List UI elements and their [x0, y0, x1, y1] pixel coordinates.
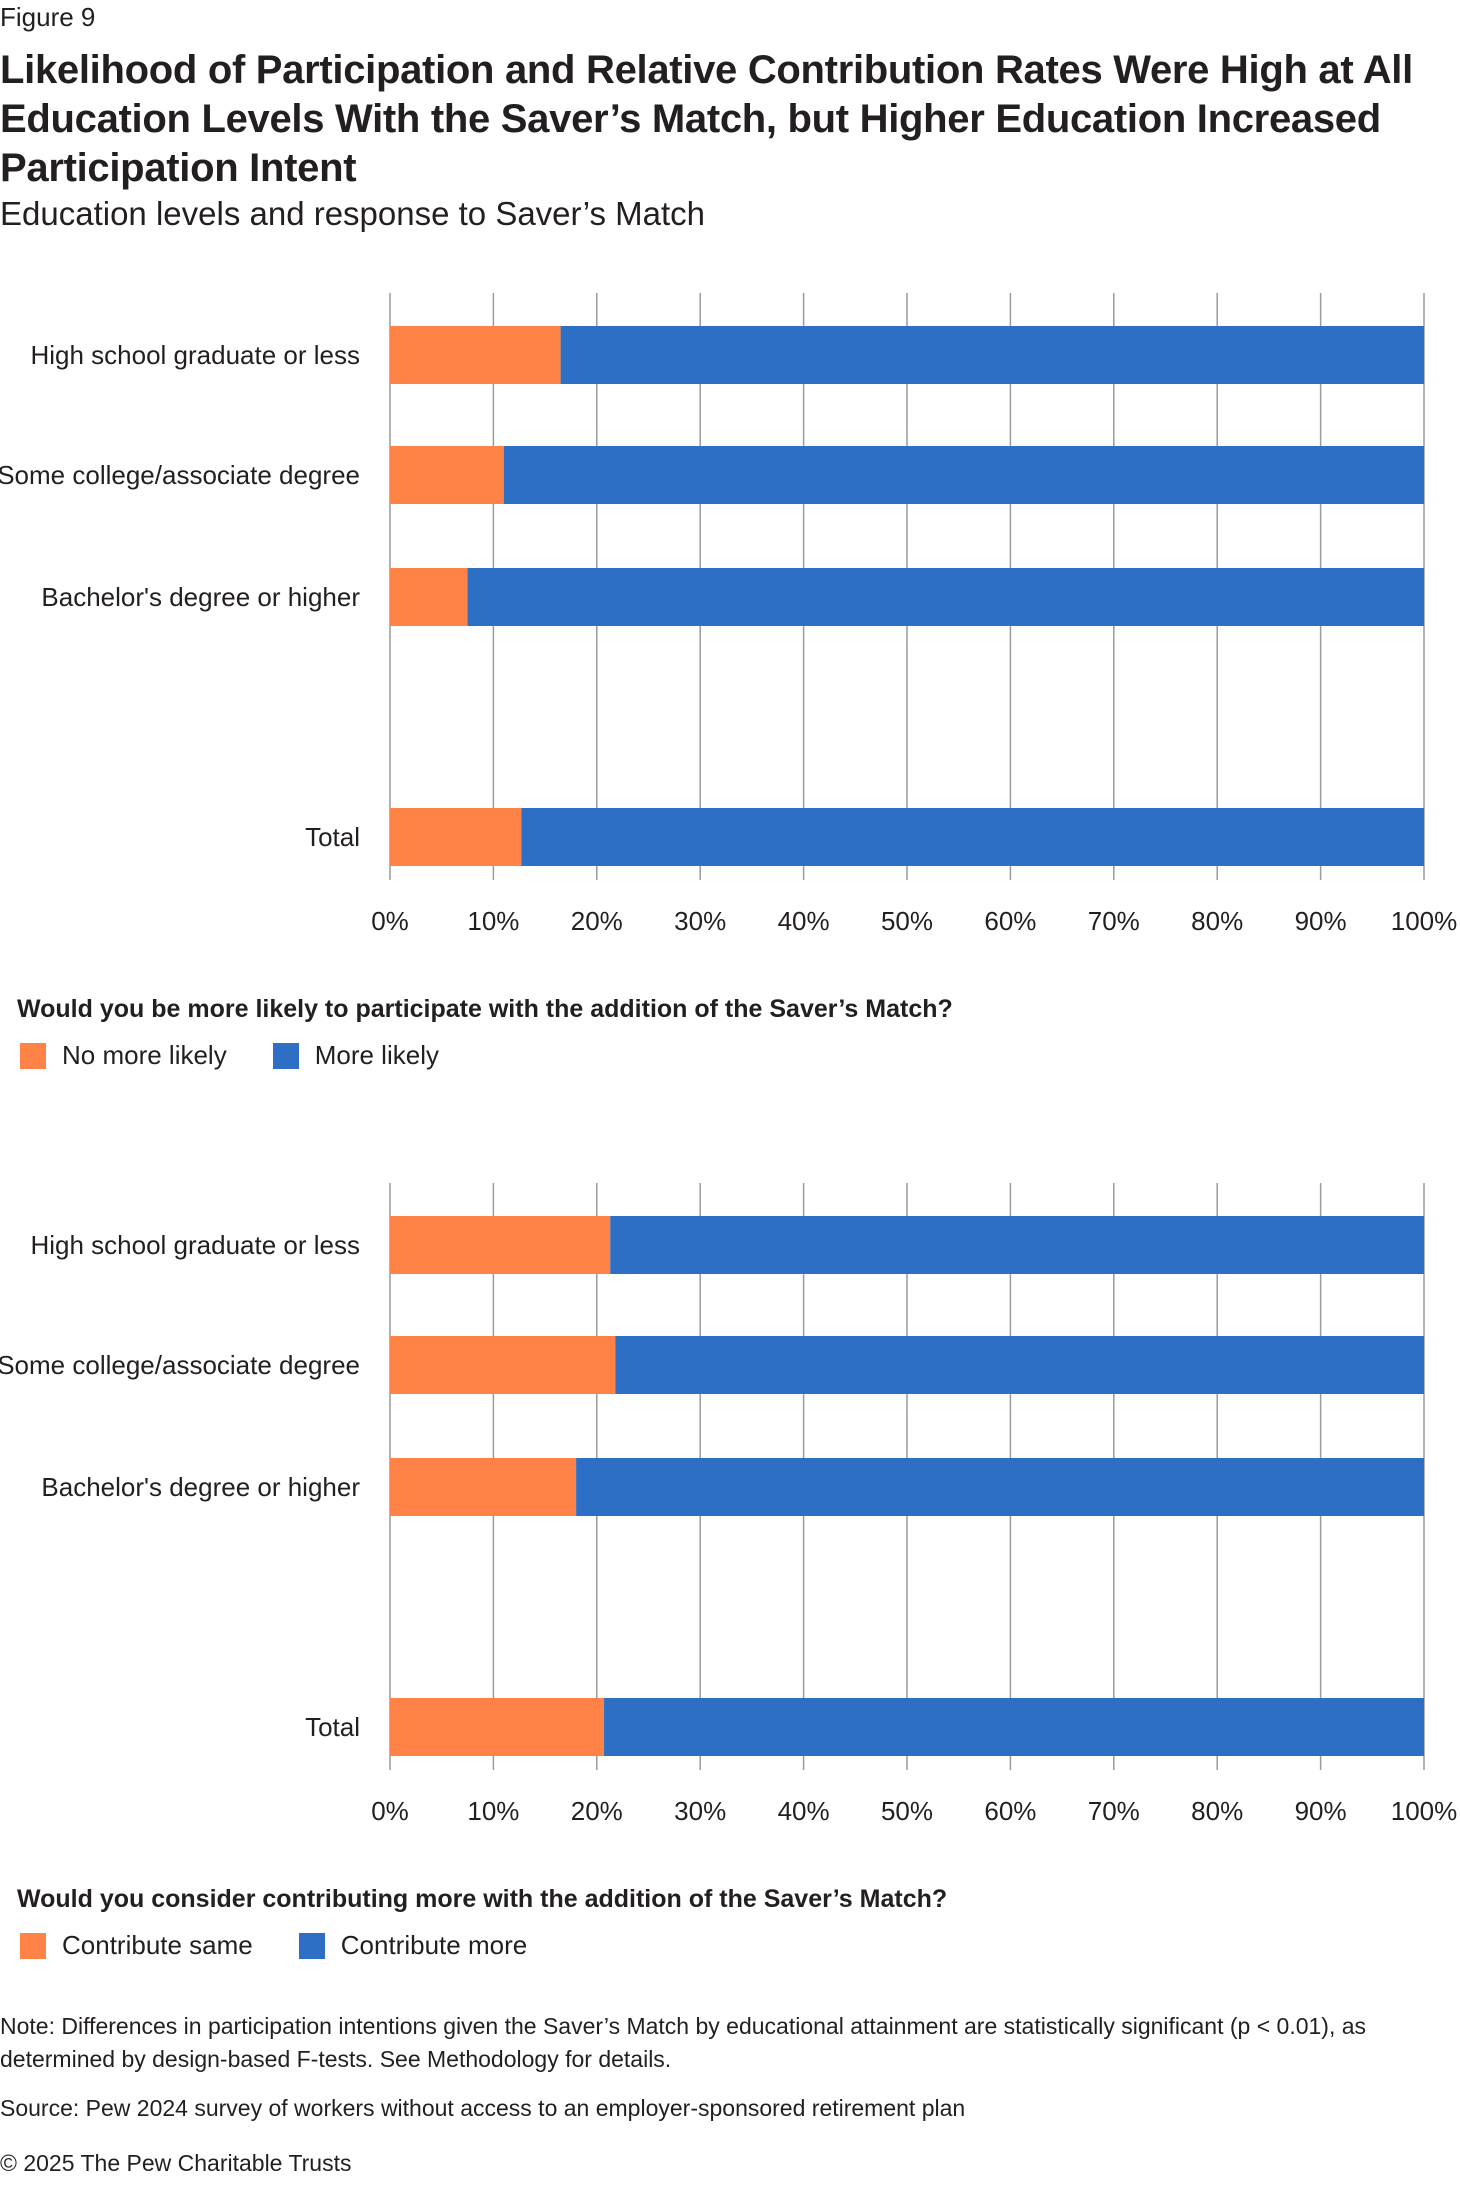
bar-segment-orange: [390, 808, 522, 866]
bar-segment-blue: [604, 1698, 1424, 1756]
bar-segment-blue: [560, 326, 1424, 384]
bar-segment-blue: [503, 446, 1424, 504]
contribution-chart: 0% 10% 20% 30% 40% 50% 60% 70% 80% 90% 100% High sc…: [0, 1175, 1460, 1995]
bar-segment-blue: [610, 1216, 1424, 1274]
participation-chart: 0% 10% 20% 30% 40% 50% 60% 70% 80% 90% 100% High sc…: [0, 285, 1460, 1105]
bar-segment-orange: [390, 1336, 616, 1394]
category-label: Bachelor's degree or higher: [41, 1472, 360, 1502]
x-tick-label: 100%: [1391, 906, 1458, 936]
legend-swatch-orange: [20, 1042, 46, 1069]
x-tick-label: 30%: [674, 1796, 726, 1826]
legend-item-more-likely: More likely: [272, 1040, 439, 1071]
x-tick-label: 0%: [371, 1796, 409, 1826]
x-tick-label: 50%: [881, 1796, 933, 1826]
bar-segment-orange: [390, 568, 468, 626]
legend-label-no-more-likely: No more likely: [62, 1040, 227, 1070]
bar-segment-orange: [390, 1216, 611, 1274]
x-tick-label: 40%: [778, 1796, 830, 1826]
bar-segment-blue: [521, 808, 1424, 866]
bar-segment-orange: [390, 326, 561, 384]
category-label: Total: [305, 822, 360, 852]
bar-segment-blue: [467, 568, 1424, 626]
x-tick-label: 20%: [571, 1796, 623, 1826]
chart-subtitle: Education levels and response to Saver’s…: [0, 195, 706, 232]
legend-item-no-more-likely: No more likely: [20, 1040, 227, 1071]
x-tick-label: 90%: [1295, 1796, 1347, 1826]
category-label: Total: [305, 1712, 360, 1742]
bar-segment-blue: [576, 1458, 1424, 1516]
x-tick-label: 70%: [1088, 1796, 1140, 1826]
category-label: Some college/associate degree: [0, 1350, 360, 1380]
figure-label: Figure 9: [0, 2, 96, 32]
legend-swatch-blue: [272, 1042, 299, 1069]
category-label: Bachelor's degree or higher: [41, 582, 360, 612]
bar-segment-orange: [390, 446, 504, 504]
contribution-legend: Contribute same Contribute more: [20, 1930, 573, 1961]
legend-swatch-orange: [20, 1932, 46, 1959]
x-tick-label: 40%: [778, 906, 830, 936]
participation-legend: No more likely More likely: [20, 1040, 485, 1071]
x-tick-label: 0%: [371, 906, 409, 936]
chart-note: Note: Differences in participation inten…: [0, 2013, 1367, 2072]
legend-item-contribute-same: Contribute same: [20, 1930, 253, 1961]
contribution-chart-svg: 0% 10% 20% 30% 40% 50% 60% 70% 80% 90% 100% High sc…: [0, 1183, 1458, 1826]
legend-item-contribute-more: Contribute more: [298, 1930, 528, 1961]
x-tick-label: 20%: [571, 906, 623, 936]
category-label: High school graduate or less: [30, 340, 360, 370]
category-label: High school graduate or less: [30, 1230, 360, 1260]
x-tick-label: 80%: [1191, 1796, 1243, 1826]
x-tick-label: 30%: [674, 906, 726, 936]
participation-chart-svg: 0% 10% 20% 30% 40% 50% 60% 70% 80% 90% 100% High sc…: [0, 293, 1458, 936]
x-tick-label: 10%: [467, 906, 519, 936]
x-tick-label: 90%: [1295, 906, 1347, 936]
participation-legend-title: Would you be more likely to participate …: [17, 995, 953, 1023]
x-tick-label: 10%: [467, 1796, 519, 1826]
x-tick-label: 80%: [1191, 906, 1243, 936]
x-tick-label: 60%: [984, 1796, 1036, 1826]
legend-label-contribute-more: Contribute more: [340, 1930, 528, 1960]
contribution-legend-title: Would you consider contributing more wit…: [17, 1885, 948, 1913]
bar-segment-blue: [615, 1336, 1424, 1394]
x-tick-label: 100%: [1391, 1796, 1458, 1826]
legend-label-more-likely: More likely: [314, 1040, 439, 1070]
x-tick-label: 50%: [881, 906, 933, 936]
chart-copyright: © 2025 The Pew Charitable Trusts: [0, 2150, 352, 2176]
x-tick-label: 70%: [1088, 906, 1140, 936]
chart-source: Source: Pew 2024 survey of workers witho…: [0, 2095, 966, 2121]
legend-label-contribute-same: Contribute same: [62, 1930, 253, 1960]
bar-segment-orange: [390, 1698, 605, 1756]
chart-title: Likelihood of Participation and Relative…: [0, 48, 1413, 190]
x-tick-label: 60%: [984, 906, 1036, 936]
bar-segment-orange: [390, 1458, 577, 1516]
legend-swatch-blue: [298, 1932, 325, 1959]
category-label: Some college/associate degree: [0, 460, 360, 490]
